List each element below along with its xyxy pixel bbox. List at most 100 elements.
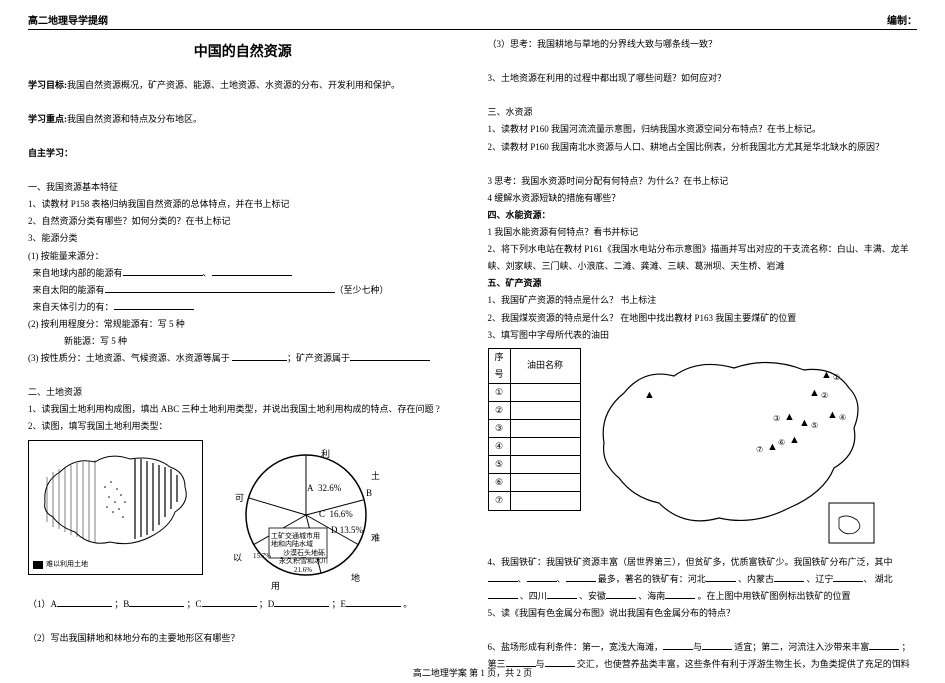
th-name: 油田名称 xyxy=(510,348,580,383)
svg-text:⑤: ⑤ xyxy=(811,421,818,430)
s4-2: 2、将下列水电站在教材 P161《我国水电站分布示意图》描画并写出对应的干支流名… xyxy=(488,241,918,275)
cell xyxy=(510,401,580,419)
r-l1: （3）思考：我国耕地与草地的分界线大致与哪条线一致？ xyxy=(488,36,918,53)
page-footer: 高二地理学案 第 1 页，共 2 页 xyxy=(0,666,945,679)
table-row: ⑦ xyxy=(488,492,580,510)
s1-l5a: (2) 按利用程度分：常规能源有：写 5 种 xyxy=(28,316,458,333)
pie-bl: 以 xyxy=(233,550,242,567)
doc-title: 中国的自然资源 xyxy=(28,40,458,67)
pie-C: C 16.6% xyxy=(319,506,353,523)
cell: ② xyxy=(488,401,510,419)
svg-text:▲: ▲ xyxy=(644,389,655,401)
th-seq: 序号 xyxy=(488,348,510,383)
pie-br: 地 xyxy=(351,570,360,587)
focus: 学习重点:我国自然资源和特点及分布地区。 xyxy=(28,111,458,128)
s1-l5b: 新能源：写 5 种 xyxy=(28,333,458,350)
pie-top: 利 xyxy=(321,446,330,463)
s2-l2: 2、读图，填写我国土地利用类型： xyxy=(28,418,458,435)
table-row: ⑥ xyxy=(488,474,580,492)
s1-head: 一、我国资源基本特征 xyxy=(28,179,458,196)
cell xyxy=(510,438,580,456)
svg-text:▲: ▲ xyxy=(827,409,838,421)
s1-l4d: 来自天体引力的有： xyxy=(28,299,458,316)
s3-head: 三、水资源 xyxy=(488,104,918,121)
pie-A: A 32.6% xyxy=(307,480,341,497)
right-column: （3）思考：我国耕地与草地的分界线大致与哪条线一致？ 3、土地资源在利用的过程中… xyxy=(488,36,918,673)
q2: （2）写出我国耕地和林地分布的主要地形区有哪些？ xyxy=(28,630,458,647)
pie-r: 难 xyxy=(371,530,380,547)
s1-l4b: 来自地球内部的能源有、 xyxy=(28,265,458,282)
pie-box4p: 21.6% xyxy=(294,564,312,577)
s1-l4c: 来自太阳的能源有（至少七种） xyxy=(28,282,458,299)
s1-l1: 1、读教材 P158 表格归纳我国自然资源的总体特点，并在书上标记 xyxy=(28,196,458,213)
s2-l1: 1、读我国土地利用构成图，填出 ABC 三种土地利用类型，并说出我国土地利用构成… xyxy=(28,401,458,418)
s5-2: 2、我国煤炭资源的特点是什么？ 在地图中找出教材 P163 我国主要煤矿的位置 xyxy=(488,310,918,327)
pie-tr: 土 xyxy=(371,468,380,485)
oil-row: 序号 油田名称 ① ② ③ ④ ⑤ ⑥ ⑦ ▲ xyxy=(488,348,918,548)
s5-3: 3、填写图中字母所代表的油田 xyxy=(488,327,918,344)
cell xyxy=(510,383,580,401)
svg-text:▲: ▲ xyxy=(799,417,810,429)
svg-text:▲: ▲ xyxy=(789,434,800,446)
svg-text:②: ② xyxy=(821,391,828,400)
s5-5: 5、读《我国有色金属分布图》说出我国有色金属分布的特点？ xyxy=(488,605,918,622)
s1-l6: (3) 按性质分：土地资源、气候资源、水资源等属于 ；矿产资源属于 xyxy=(28,350,458,367)
land-use-map: 难以利用土地 xyxy=(28,440,203,575)
focus-text: 我国自然资源和特点及分布地区。 xyxy=(67,114,202,124)
header-left: 高二地理导学提纲 xyxy=(28,12,108,27)
s1-l2: 2、自然资源分类有哪些？如何分类的？在书上标记 xyxy=(28,213,458,230)
header-right: 编制： xyxy=(887,12,917,27)
legend-text: 难以利用土地 xyxy=(46,558,88,571)
cell: ① xyxy=(488,383,510,401)
s3-1: 1、读教材 P160 我国河流流量示意图，归纳我国水资源空间分布特点？在书上标记… xyxy=(488,121,918,138)
self-study: 自主学习： xyxy=(28,145,458,162)
svg-text:⑦: ⑦ xyxy=(756,445,763,454)
legend-swatch xyxy=(33,561,43,569)
s1-l3: 3、能源分类 xyxy=(28,230,458,247)
q1: （1）A ；B ；C ；D ；E 。 xyxy=(28,596,458,613)
s5-1: 1、我国矿产资源的特点是什么？ 书上标注 xyxy=(488,292,918,309)
table-row: ③ xyxy=(488,420,580,438)
cell: ④ xyxy=(488,438,510,456)
cell: ⑦ xyxy=(488,492,510,510)
s4-head: 四、水能资源： xyxy=(488,207,918,224)
pie-B: B xyxy=(366,485,372,502)
s5-head: 五、矿产资源 xyxy=(488,275,918,292)
pie-l: 可 xyxy=(235,490,244,507)
goal-text: 我国自然资源概况，矿产资源、能源、土地资源、水资源的分布、开发利用和保护。 xyxy=(67,80,400,90)
table-row: ② xyxy=(488,401,580,419)
s4-1: 1 我国水能资源有何特点？看书并标记 xyxy=(488,224,918,241)
pie-chart: A 32.6% C 16.6% D 13.5% B 工矿交通城市用 地和内陆水域… xyxy=(211,440,401,590)
map-legend: 难以利用土地 xyxy=(33,558,88,571)
pie-D: D 13.5% xyxy=(331,522,363,539)
svg-text:①: ① xyxy=(833,373,840,382)
oil-map: ▲ ▲① ▲② ▲③ ▲⑤ ▲④ ▲⑥ ▲⑦ xyxy=(589,348,879,548)
s3-4: 4 缓解水资源短缺的措施有哪些？ xyxy=(488,190,918,207)
cell xyxy=(510,474,580,492)
r-l2: 3、土地资源在利用的过程中都出现了哪些问题？如何应对？ xyxy=(488,70,918,87)
svg-text:④: ④ xyxy=(839,413,846,422)
svg-text:▲: ▲ xyxy=(821,369,832,381)
s1-l4a: (1) 按能量来源分： xyxy=(28,248,458,265)
goal: 学习目标:我国自然资源概况，矿产资源、能源、土地资源、水资源的分布、开发利用和保… xyxy=(28,77,458,94)
table-row: ⑤ xyxy=(488,456,580,474)
cell xyxy=(510,456,580,474)
table-row: ① xyxy=(488,383,580,401)
china-oil-svg: ▲ ▲① ▲② ▲③ ▲⑤ ▲④ ▲⑥ ▲⑦ xyxy=(589,348,879,548)
s3-2: 2、读教材 P160 我国南北水资源与人口、耕地占全国比例表，分析我国北方尤其是… xyxy=(488,139,918,156)
oil-table: 序号 油田名称 ① ② ③ ④ ⑤ ⑥ ⑦ xyxy=(488,348,581,511)
cell xyxy=(510,492,580,510)
s5-4: 4、我国铁矿：我国铁矿资源丰富（居世界第三），但贫矿多，优质富铁矿少。我国铁矿分… xyxy=(488,554,918,605)
focus-label: 学习重点: xyxy=(28,114,67,124)
svg-text:③: ③ xyxy=(773,414,780,423)
figure-row: 难以利用土地 A 32.6% C 16.6% xyxy=(28,440,458,590)
table-row: 序号 油田名称 xyxy=(488,348,580,383)
pie-box2p: 15.7% xyxy=(253,550,271,563)
cell xyxy=(510,420,580,438)
goal-label: 学习目标: xyxy=(28,80,67,90)
s2-head: 二、土地资源 xyxy=(28,384,458,401)
svg-text:▲: ▲ xyxy=(767,441,778,453)
china-outline-svg xyxy=(35,447,195,557)
svg-text:▲: ▲ xyxy=(784,411,795,423)
s3-3: 3 思考：我国水资源时间分配有何特点？为什么？在书上标记 xyxy=(488,173,918,190)
